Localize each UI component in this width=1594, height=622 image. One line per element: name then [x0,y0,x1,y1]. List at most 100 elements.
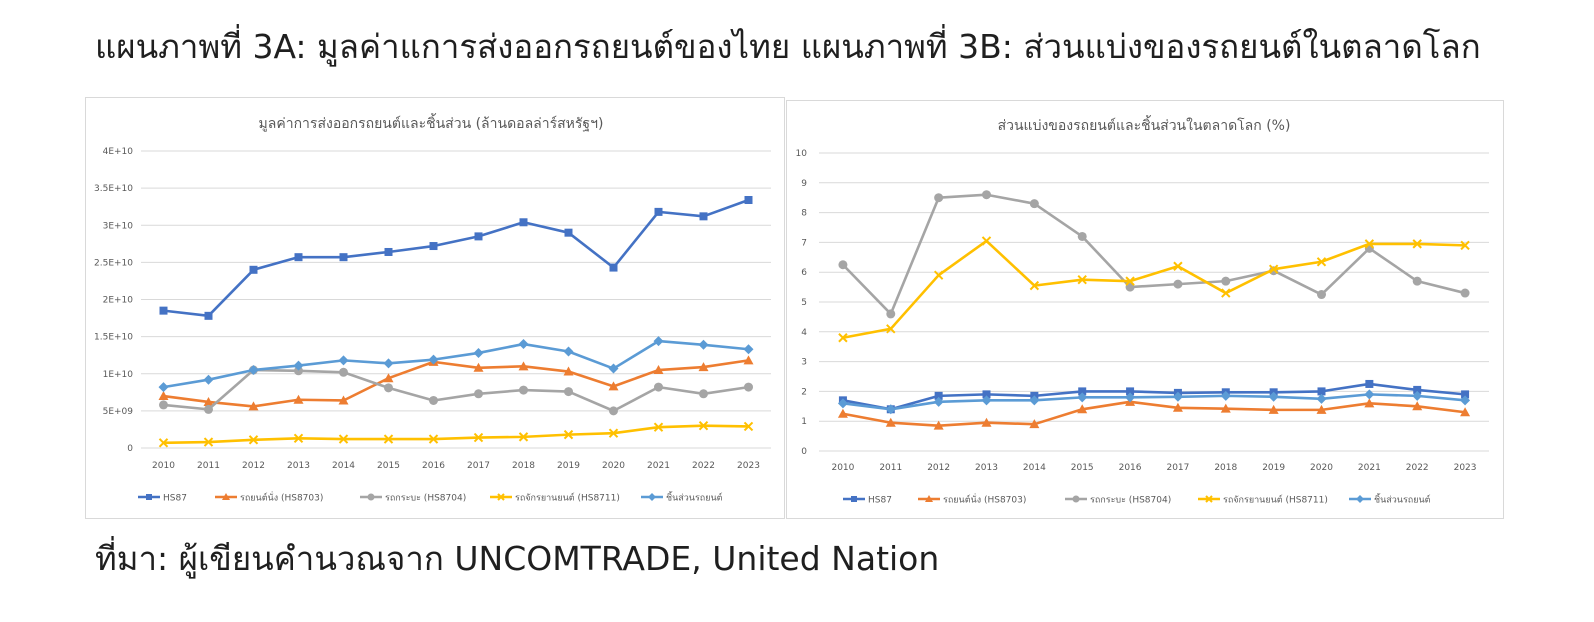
chart-3a-x-tick-label: 2017 [467,461,490,471]
chart-3b-x-tick-label: 2021 [1358,463,1381,473]
chart-3b-legend-marker [1072,495,1080,503]
chart-3a-x-tick-label: 2020 [602,461,625,471]
chart-3b-y-tick-label: 4 [801,328,807,338]
chart-3a-y-tick-label: 1.5E+10 [94,333,133,343]
chart-3a-series-2-line [163,359,749,408]
chart-3a-legend-item: รถกระบะ (HS8704) [360,493,466,504]
chart-3b-series-3-point [1317,290,1326,300]
chart-3a-x-tick-label: 2022 [692,461,715,471]
chart-3b-series-3-point [1412,276,1422,286]
chart-3b-x-tick-label: 2010 [831,463,854,473]
chart-3a-series-4-line [163,424,749,445]
chart-3b-y-tick-label: 6 [801,268,807,278]
chart-3b-series-3-point [886,309,896,319]
chart-3b-series-5-point [981,395,992,406]
chart-3b-series-1-point [1078,387,1087,396]
chart-3b-series-4-point [981,236,992,246]
chart-3b-series-3-point [838,260,848,270]
chart-3a-x-tick-label: 2023 [737,461,760,471]
chart-3b-x-tick-label: 2022 [1406,463,1429,473]
chart-3b-x-tick-label: 2023 [1454,463,1477,473]
chart-3a-series-1-point [294,253,303,262]
chart-3a-y-tick-label: 4E+10 [103,147,134,157]
chart-3b-x-tick-label: 2014 [1023,463,1046,473]
chart-3b-legend-label: HS87 [868,496,892,506]
chart-3b-series-4-point [1077,274,1087,285]
chart-3b-series-2-point [981,417,992,427]
chart-3b-legend-label: รถจักรยานยนต์ (HS8711) [1223,494,1328,506]
chart-3a-legend-item: รถยนต์นั่ง (HS8703) [215,491,323,504]
chart-3b-x-tick-label: 2020 [1310,463,1333,473]
chart-3b-series-2-point [933,420,944,430]
chart-3a-series-2-point [338,395,349,405]
chart-3b-y-tick-label: 2 [801,387,807,397]
chart-3b-series-2-point [1268,404,1279,414]
chart-3b-legend-marker [925,495,933,502]
chart-3a-series-2-point [383,373,394,383]
chart-3a-svg: มูลค่าการส่งออกรถยนต์และชิ้นส่วน (ล้านดอ… [94,113,771,504]
chart-3b-series-2-point [1364,398,1375,408]
chart-3b-y-tick-label: 8 [801,209,807,219]
chart-3a-series-4-point [563,429,574,440]
chart-3b-series-1-point [1461,390,1470,399]
chart-3a-series-4-point [248,435,259,445]
chart-3a-series-3-point [474,389,483,399]
chart-3a-series-4-point [653,422,664,432]
chart-3b-series-2 [837,396,1471,430]
chart-3b-series-3-point [1173,279,1183,289]
chart-3b-series-5-point [1077,392,1088,403]
chart-3b-series-5-point [1029,395,1040,406]
chart-3b-series-3-point [1460,288,1470,298]
chart-3b-series-5-point [933,396,944,407]
chart-3a-series-5-point [518,339,529,350]
chart-3b-series-2-point [1172,402,1183,412]
chart-3a-series-3-point [204,404,213,414]
chart-3a-legend-marker [648,493,656,501]
chart-3a-series-4-point [608,428,619,438]
chart-3a-legend-marker [222,493,230,500]
chart-3a-y-tick-label: 1E+10 [103,370,134,380]
chart-3b-series-3-point [934,193,944,203]
chart-3a-series-1-point [474,232,483,241]
chart-3a-series-5-point [698,339,709,350]
chart-3b-series-5 [837,389,1471,415]
chart-3a-series-1-point [339,253,348,262]
chart-3a-x-tick-label: 2012 [242,461,265,471]
chart-3a-series-4-point [293,433,304,444]
chart-3a-series-5-point [473,347,484,358]
chart-3a-x-tick-label: 2011 [197,461,220,471]
chart-3b-series-5-point [837,398,848,409]
chart-3b-series-2-line [842,400,1466,427]
chart-3b-series-4-point [1221,288,1231,298]
chart-3b-legend-item: ชิ้นส่วนรถยนต์ [1349,493,1431,506]
chart-3a-series-5-point [428,354,439,365]
chart-3b-series-3 [838,190,1470,319]
chart-3b-x-tick-label: 2017 [1166,463,1189,473]
chart-3b-series-5-point [1412,390,1423,401]
chart-3b-series-2-point [1077,404,1088,414]
chart-3a-series-5-point [203,374,214,385]
chart-3a-series-3-point [699,389,708,399]
chart-3a-x-tick-label: 2016 [422,461,445,471]
chart-3a-series-2-point [743,355,754,365]
chart-3b-x-tick-label: 2015 [1071,463,1094,473]
chart-3b-y-tick-label: 5 [801,298,807,308]
chart-3b-x-tick-label: 2012 [927,463,950,473]
chart-3b-series-4 [838,236,1470,343]
chart-3b-legend-label: รถกระบะ (HS8704) [1090,496,1171,506]
chart-3a-series-2-point [473,362,484,372]
chart-3a-gridlines [141,150,771,449]
chart-3b-series-5-point [1316,393,1327,404]
chart-3a-series-2-point [203,396,214,406]
chart-3b-series-1-point [1126,387,1135,396]
chart-3b-series-3-point [1125,282,1135,292]
chart-3b-y-tick-label: 7 [801,238,807,248]
chart-3a-x-tick-label: 2014 [332,461,355,471]
chart-3a-series-1-line [163,198,749,318]
chart-3a-series-3-point [654,382,663,392]
chart-3b-series-4-point [1460,240,1470,251]
chart-3a-series-5 [158,336,754,393]
chart-3a-series-4-point [203,437,214,447]
chart-3b-y-tick-label: 9 [801,179,807,189]
chart-3b-series-2-point [1029,419,1040,429]
